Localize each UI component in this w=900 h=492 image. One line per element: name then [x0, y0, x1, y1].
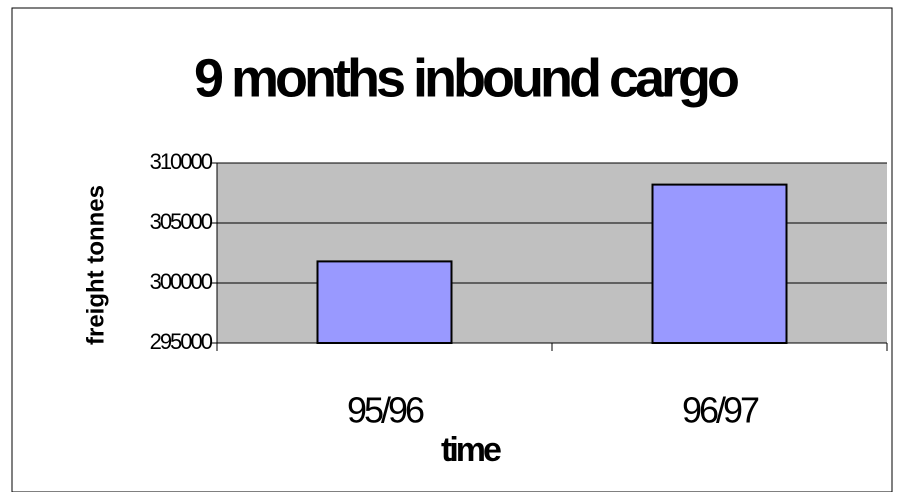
- y-tick-label: 310000: [150, 149, 213, 174]
- bar: [316, 260, 453, 344]
- x-axis-title: time: [441, 431, 501, 469]
- y-tick-label: 300000: [150, 269, 213, 294]
- y-axis-title: freight tonnes: [82, 185, 109, 345]
- x-tick-label: 95/96: [347, 390, 424, 431]
- y-tick-label: 305000: [150, 209, 213, 234]
- chart-title: 9 months inbound cargo: [194, 48, 738, 108]
- x-tick-label: 96/97: [682, 390, 759, 431]
- y-tick-label: 295000: [150, 329, 213, 354]
- bar: [651, 183, 788, 344]
